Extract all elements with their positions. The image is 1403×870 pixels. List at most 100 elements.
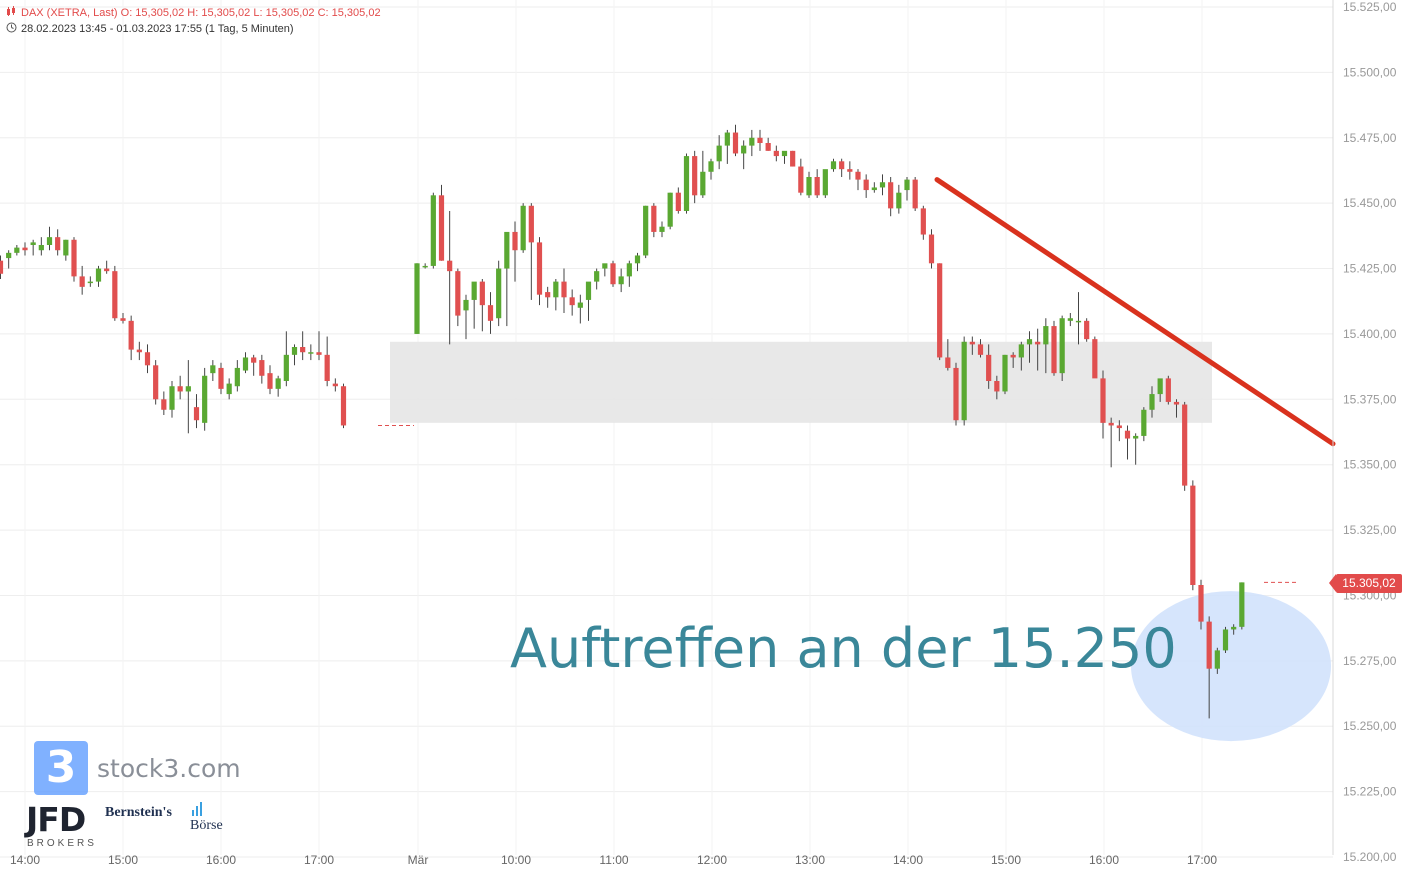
candle-body bbox=[1198, 585, 1204, 622]
candle-body bbox=[773, 150, 779, 157]
candle-body bbox=[839, 161, 845, 170]
candle-body bbox=[161, 399, 167, 410]
candle bbox=[969, 336, 975, 355]
candle-body bbox=[1222, 629, 1229, 651]
candle-body bbox=[651, 205, 657, 232]
candle-body bbox=[847, 169, 853, 172]
candle-body bbox=[790, 150, 796, 167]
candle bbox=[790, 150, 796, 167]
candle bbox=[87, 276, 93, 287]
candle-body bbox=[667, 192, 673, 227]
candle-body bbox=[447, 260, 453, 272]
x-tick-label: 14:00 bbox=[10, 853, 40, 867]
candle-body bbox=[55, 237, 61, 251]
candle bbox=[986, 344, 992, 389]
candle bbox=[888, 177, 894, 217]
candle bbox=[251, 354, 257, 376]
candle-body bbox=[1084, 320, 1090, 340]
candle bbox=[22, 242, 28, 256]
candle bbox=[46, 226, 53, 251]
stock3-logo-text: stock3.com bbox=[97, 754, 241, 783]
candle-body bbox=[128, 320, 134, 350]
candle-body bbox=[937, 263, 943, 358]
candle-body bbox=[169, 386, 175, 410]
candle bbox=[455, 268, 461, 327]
candle-body bbox=[569, 297, 575, 306]
candle-body bbox=[234, 367, 240, 387]
candle bbox=[945, 339, 951, 371]
candle bbox=[1190, 480, 1196, 591]
candle bbox=[961, 336, 967, 426]
candle bbox=[953, 362, 959, 426]
candle-body bbox=[602, 263, 608, 269]
candle-body bbox=[757, 137, 763, 143]
candle-body bbox=[455, 271, 461, 316]
candle-body bbox=[22, 247, 28, 251]
candle-body bbox=[1018, 344, 1024, 358]
y-tick-label: 15.475,00 bbox=[1343, 131, 1397, 145]
candle bbox=[594, 268, 600, 290]
candle-body bbox=[545, 292, 551, 298]
clock-icon bbox=[6, 22, 17, 33]
candle-body bbox=[879, 182, 886, 188]
candle bbox=[291, 344, 298, 366]
candle bbox=[177, 375, 183, 400]
candle-body bbox=[708, 161, 714, 172]
candle-body bbox=[1116, 425, 1122, 429]
candle bbox=[822, 169, 828, 198]
y-tick-label: 15.500,00 bbox=[1343, 65, 1397, 79]
candle bbox=[1075, 292, 1082, 345]
candle bbox=[798, 158, 804, 196]
candle bbox=[716, 135, 722, 170]
candle-body bbox=[504, 231, 510, 269]
y-tick-label: 15.275,00 bbox=[1343, 654, 1397, 668]
candle-body bbox=[994, 381, 1000, 392]
candle bbox=[1116, 420, 1122, 442]
candle bbox=[692, 150, 698, 204]
candle-body bbox=[855, 171, 861, 180]
candle-body bbox=[259, 360, 265, 376]
candle-body bbox=[1124, 430, 1131, 439]
candle-body bbox=[267, 373, 273, 389]
candle-body bbox=[87, 281, 93, 284]
candle bbox=[259, 354, 265, 384]
candle bbox=[545, 286, 551, 308]
candle-body bbox=[904, 179, 910, 191]
candle-body bbox=[1214, 650, 1220, 669]
y-tick-label: 15.250,00 bbox=[1343, 719, 1397, 733]
candle bbox=[1133, 433, 1139, 465]
candle bbox=[724, 129, 730, 164]
candle-body bbox=[749, 137, 755, 146]
candle-body bbox=[1092, 339, 1098, 379]
candle-body bbox=[332, 383, 338, 387]
candle-body bbox=[104, 268, 110, 272]
candle bbox=[781, 150, 788, 164]
candle bbox=[63, 239, 69, 261]
candle bbox=[994, 375, 1000, 400]
candle bbox=[6, 250, 12, 269]
candle bbox=[104, 260, 110, 274]
candle-body bbox=[1206, 621, 1212, 669]
trend-line bbox=[934, 177, 1336, 447]
x-tick-label: Mär bbox=[408, 853, 429, 867]
candle bbox=[1067, 313, 1073, 327]
candle-body bbox=[920, 208, 926, 235]
candle-body bbox=[202, 375, 208, 423]
x-tick-label: 15:00 bbox=[991, 853, 1021, 867]
candle-body bbox=[496, 268, 502, 319]
candle-body bbox=[724, 132, 730, 146]
candle bbox=[14, 245, 20, 256]
candle-body bbox=[1100, 378, 1106, 423]
candle-body bbox=[1075, 320, 1082, 323]
candle-body bbox=[340, 386, 347, 426]
candle bbox=[479, 279, 485, 332]
candle bbox=[806, 171, 812, 198]
candle-body bbox=[594, 271, 600, 282]
candle-body bbox=[291, 347, 298, 355]
candle bbox=[1165, 375, 1171, 405]
x-tick-label: 16:00 bbox=[206, 853, 236, 867]
candle bbox=[471, 281, 477, 329]
candle bbox=[863, 174, 869, 198]
candle-body bbox=[79, 276, 85, 287]
